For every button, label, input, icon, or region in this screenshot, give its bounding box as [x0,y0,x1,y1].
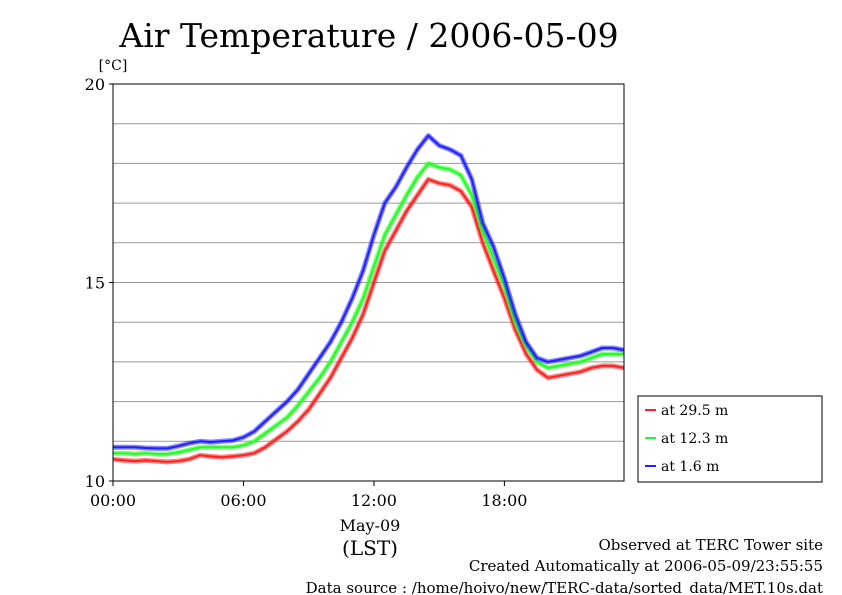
series-line [113,134,625,450]
x-tick-label: 18:00 [481,491,527,510]
x-axis-date-label: May-09 [340,516,401,535]
chart-title: Air Temperature / 2006-05-09 [118,16,618,55]
legend-box [637,395,823,483]
legend-label: at 12.3 m [661,431,728,447]
x-tick-label: 12:00 [351,491,397,510]
y-tick-label: 20 [85,75,105,94]
legend-label: at 29.5 m [661,403,728,419]
x-tick-label: 00:00 [90,491,136,510]
x-tick-label: 06:00 [220,491,266,510]
y-tick-label: 15 [85,274,105,293]
y-axis-unit-label: [°C] [99,58,128,74]
y-axis-ticks: 10 15 20 [85,75,113,491]
footer-data-source: Data source : /home/hoivo/new/TERC-data/… [306,579,823,595]
series-line [113,162,624,455]
series-layer [112,133,625,465]
footer-observed: Observed at TERC Tower site [598,536,823,554]
x-axis-label: (LST) [342,536,398,560]
footer-created: Created Automatically at 2006-05-09/23:5… [469,557,823,575]
y-tick-label: 10 [85,472,105,491]
series-line-halo [113,160,624,457]
series-line [112,178,625,463]
x-axis-ticks: 00:00 06:00 12:00 18:00 [90,481,527,510]
legend-label: at 1.6 m [661,459,719,475]
legend: at 29.5 m at 12.3 m at 1.6 m [637,395,823,483]
series-line-halo [112,176,625,465]
